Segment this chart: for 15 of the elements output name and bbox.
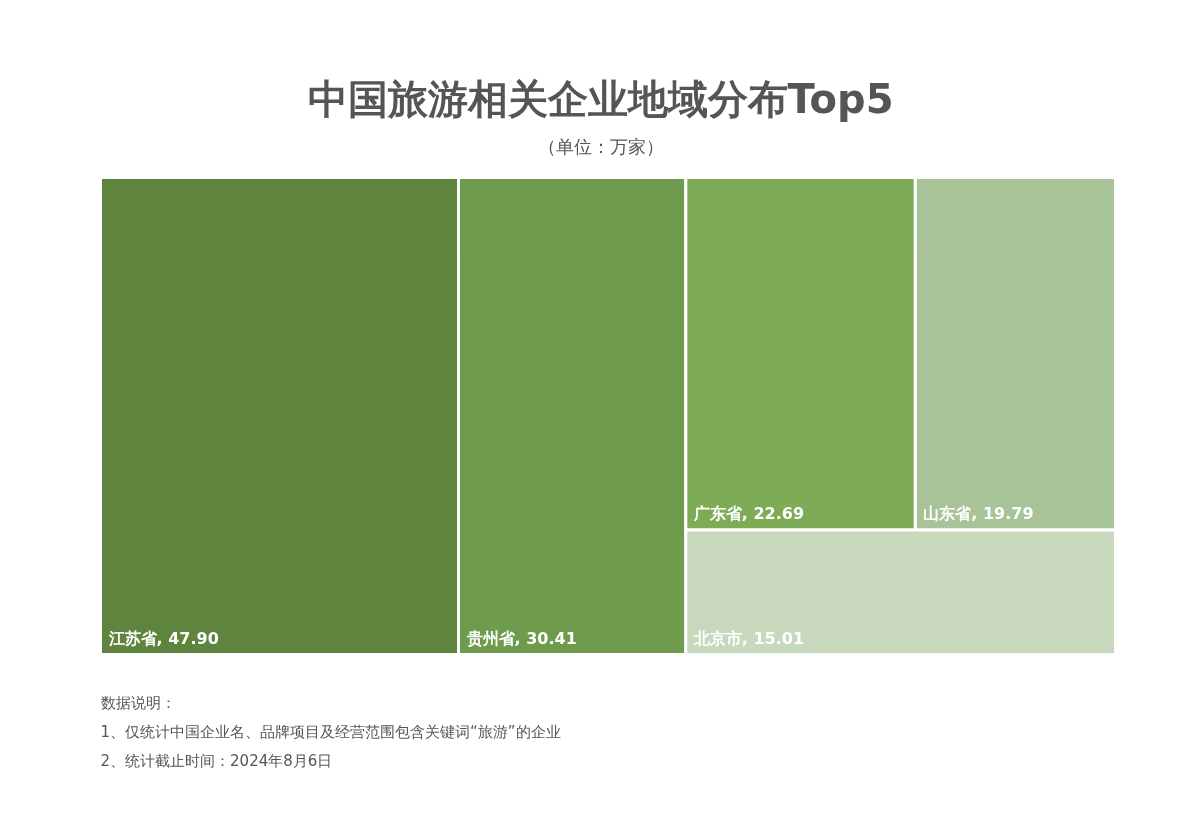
data-label: , 15.01 xyxy=(741,629,805,648)
text: 中国旅游相关企业地域分布Top5 xyxy=(307,75,894,122)
text: 2、统计截止时间：2024年8月6日 xyxy=(100,751,333,770)
category-label: 江苏省 xyxy=(107,629,158,648)
category-label: 北京市 xyxy=(692,629,742,648)
category-label: 山东省 xyxy=(923,504,973,524)
text: 数据说明： xyxy=(100,693,176,712)
data-label: , 19.79 xyxy=(971,504,1034,524)
data-label: , 30.41 xyxy=(514,629,577,648)
data-label: , 47.90 xyxy=(156,629,219,648)
data-label: , 22.69 xyxy=(741,504,805,524)
category-label: 广东省 xyxy=(692,504,743,524)
text: （单位：万家） xyxy=(537,136,664,157)
category-label: 贵州省 xyxy=(465,629,516,648)
text: 1、仅统计中国企业名、品牌项目及经营范围包含关键词“旅游”的企业 xyxy=(100,722,561,741)
